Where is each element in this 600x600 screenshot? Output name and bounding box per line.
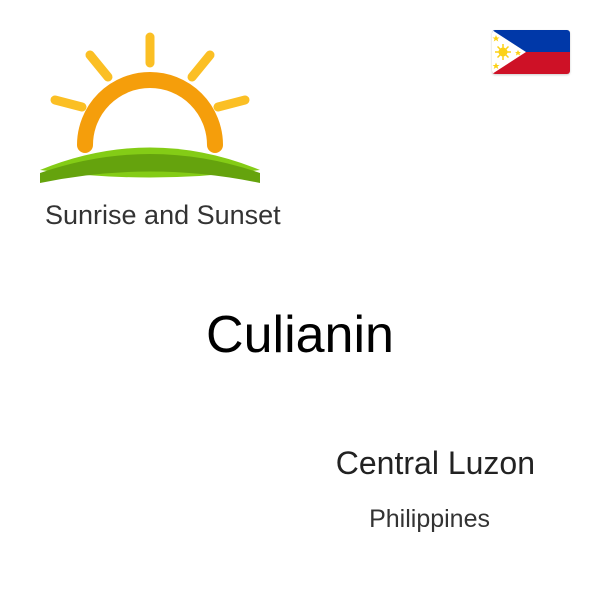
philippines-flag-icon [492, 30, 570, 74]
country-text: Philippines [369, 505, 490, 534]
subtitle-text: Sunrise and Sunset [45, 200, 281, 231]
location-title: Culianin [0, 305, 600, 365]
region-text: Central Luzon [336, 445, 535, 482]
sunrise-logo [30, 25, 270, 205]
